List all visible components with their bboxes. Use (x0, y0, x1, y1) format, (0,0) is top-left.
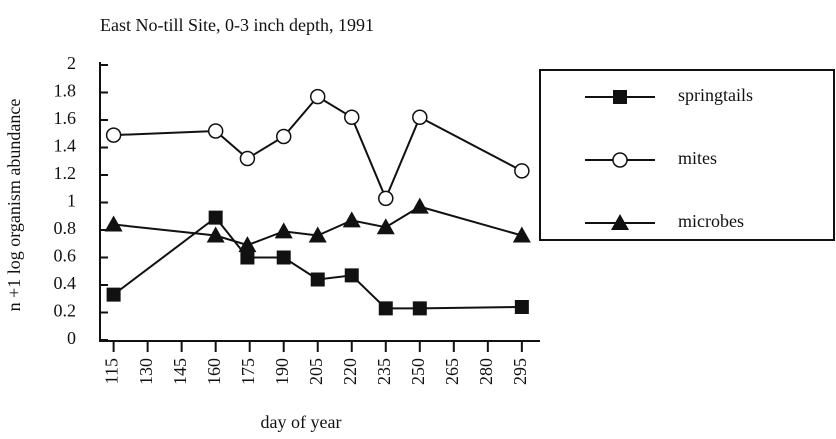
x-tick-label: 250 (408, 358, 428, 385)
marker-triangle (238, 236, 257, 253)
marker-triangle (512, 226, 531, 243)
legend-label: springtails (678, 85, 753, 105)
y-tick-label: 0.8 (54, 218, 77, 238)
marker-circle (309, 88, 326, 105)
marker-circle (612, 152, 628, 168)
y-tick-label: 1 (67, 191, 76, 211)
marker-triangle (376, 218, 395, 235)
marker-triangle (308, 226, 327, 243)
marker-square (344, 268, 359, 283)
marker-square (240, 250, 255, 265)
x-tick-label: 145 (170, 358, 190, 385)
y-axis-label: n +1 log organism abundance (4, 99, 24, 312)
x-tick-label: 130 (136, 358, 156, 385)
marker-circle (514, 163, 530, 179)
x-tick-label: 175 (238, 358, 258, 385)
legend-label: mites (678, 148, 717, 168)
y-tick-label: 2 (67, 53, 76, 73)
chart-title: East No-till Site, 0-3 inch depth, 1991 (100, 15, 374, 35)
marker-square (208, 210, 223, 225)
y-tick-label: 0.2 (54, 301, 77, 321)
marker-circle (239, 150, 256, 167)
x-tick-label: 160 (204, 358, 224, 385)
y-tick-label: 1.2 (54, 163, 77, 183)
x-tick-label: 205 (306, 358, 326, 385)
marker-triangle (104, 215, 123, 232)
x-tick-label: 190 (272, 358, 292, 385)
x-tick-label: 280 (476, 358, 496, 385)
marker-circle (105, 127, 122, 143)
marker-square (412, 301, 427, 316)
marker-triangle (410, 197, 429, 214)
x-tick-label: 235 (374, 358, 394, 385)
marker-circle (207, 123, 224, 139)
y-tick-label: 0.6 (54, 246, 77, 266)
x-axis-label: day of year (261, 412, 342, 432)
marker-square (310, 272, 325, 287)
marker-circle (344, 109, 360, 125)
marker-triangle (274, 222, 293, 239)
marker-square (514, 300, 529, 314)
legend-box (539, 69, 835, 241)
marker-square (613, 90, 627, 104)
marker-triangle (611, 214, 629, 230)
marker-square (378, 301, 393, 316)
x-tick-label: 220 (340, 358, 360, 385)
marker-triangle (206, 226, 225, 243)
x-tick-label: 115 (102, 358, 122, 384)
y-tick-label: 1.6 (54, 108, 77, 128)
y-tick-label: 1.4 (54, 136, 77, 156)
marker-square (276, 250, 291, 265)
marker-circle (412, 109, 428, 125)
marker-circle (275, 128, 292, 145)
y-tick-label: 0.4 (54, 273, 77, 293)
marker-triangle (342, 211, 361, 228)
marker-circle (378, 190, 394, 207)
legend-label: microbes (678, 211, 744, 231)
x-tick-label: 265 (442, 358, 462, 385)
marker-square (106, 287, 121, 302)
series-line (113, 95, 523, 201)
y-tick-label: 1.8 (54, 81, 77, 101)
y-tick-label: 0 (67, 328, 76, 348)
x-tick-label: 295 (510, 358, 530, 385)
